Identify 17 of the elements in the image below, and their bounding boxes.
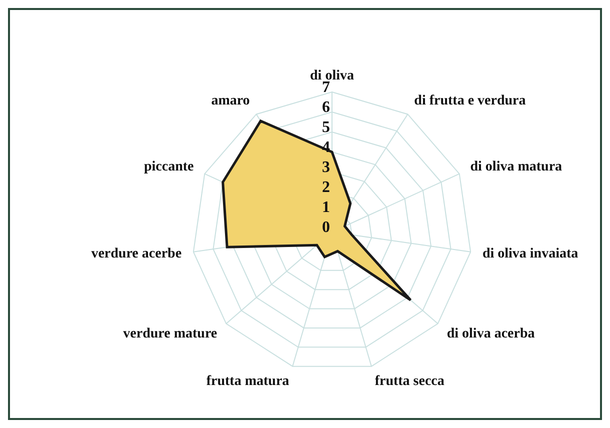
y-tick-label: 1 [322, 199, 330, 216]
y-tick-label: 6 [322, 99, 330, 116]
spoke-label: di oliva acerba [446, 326, 535, 342]
y-tick-label: 5 [322, 119, 330, 136]
spoke-label: frutta matura [206, 374, 290, 390]
y-tick-label: 7 [322, 79, 330, 96]
spoke-label: verdure acerbe [91, 246, 182, 262]
spoke-label: amaro [211, 93, 250, 108]
spoke-label: di frutta e verdura [414, 93, 526, 108]
y-tick-label: 2 [322, 179, 330, 196]
spoke-label: di oliva invaiata [482, 246, 578, 262]
y-tick-label: 0 [322, 219, 330, 236]
spoke-label: di oliva matura [470, 160, 562, 175]
y-tick-label: 3 [322, 159, 330, 176]
spoke-label: frutta secca [374, 374, 444, 390]
spoke-label: piccante [144, 160, 194, 175]
spoke-label: verdure mature [123, 326, 218, 342]
